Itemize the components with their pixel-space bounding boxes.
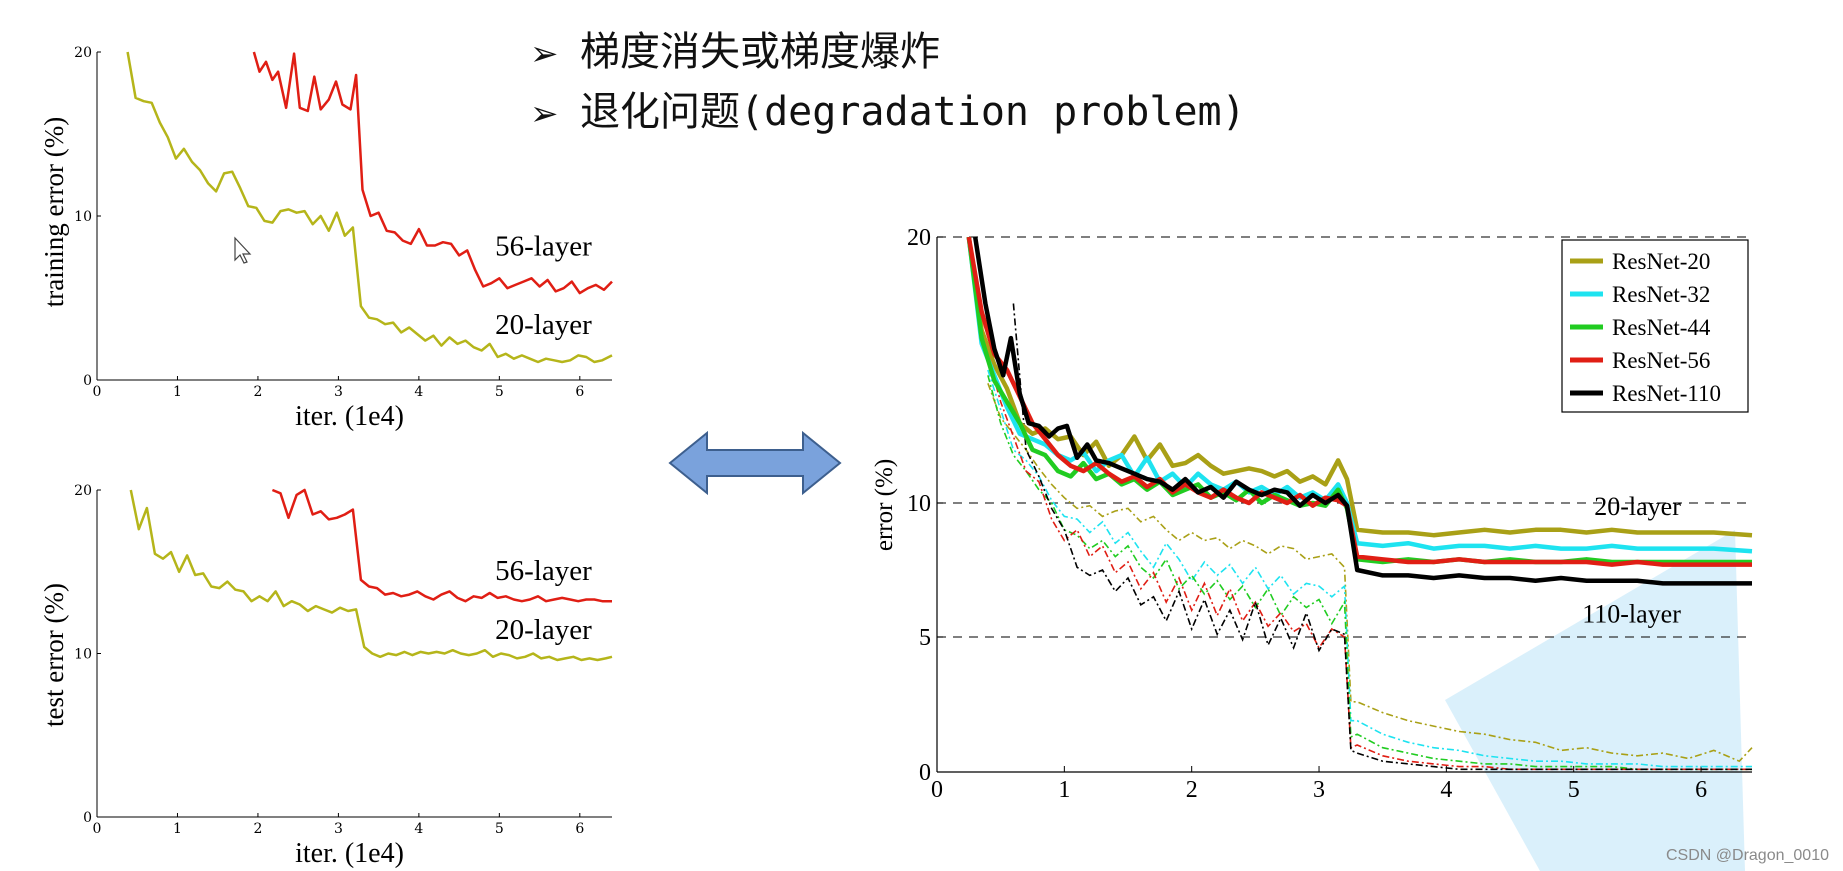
legend-label: ResNet-20	[1612, 249, 1710, 274]
chart-test: 0 1 2 3 4 5 6 0 10 20 iter. (1e4) test error (%) 56-…	[39, 483, 613, 869]
y-axis-label: error (%)	[871, 459, 898, 551]
y-tick-label: 5	[919, 625, 931, 651]
x-axis-label: iter. (1e4)	[295, 838, 404, 869]
x-tick-label: 5	[495, 384, 504, 400]
background-highlight-shape	[1445, 530, 1745, 871]
x-tick-label: 4	[414, 384, 423, 400]
y-tick-label: 10	[74, 647, 92, 663]
legend-label: ResNet-110	[1612, 381, 1721, 406]
x-tick-label: 2	[253, 821, 262, 837]
legend-label: ResNet-44	[1612, 315, 1711, 340]
x-tick-label: 3	[334, 384, 343, 400]
legend-label: ResNet-56	[1612, 348, 1710, 373]
x-tick-label: 0	[93, 821, 102, 837]
series-line	[966, 236, 1753, 554]
series-line-20-layer	[129, 489, 613, 662]
y-tick-label: 20	[907, 225, 931, 251]
x-tick-label: 5	[495, 821, 504, 837]
series-label: 20-layer	[495, 309, 592, 341]
x-axis-label: iter. (1e4)	[295, 401, 404, 432]
x-tick-label: 6	[1695, 777, 1707, 803]
series-line	[966, 236, 1753, 538]
chart-resnet: 0 1 2 3 4 5 6 0 5 10 20 error (%) 20-layer 110-layer R…	[871, 225, 1753, 803]
series-label: 20-layer	[495, 614, 592, 646]
x-tick-label: 1	[173, 821, 182, 837]
bullet-arrow-icon: ➢	[530, 94, 559, 134]
train-series-line	[1012, 303, 1752, 771]
series-label: 56-layer	[495, 555, 592, 587]
annotation-label: 20-layer	[1594, 492, 1681, 521]
y-tick-label: 10	[907, 491, 931, 517]
watermark: CSDN @Dragon_0010	[1666, 847, 1829, 864]
x-tick-label: 4	[414, 821, 423, 837]
x-tick-label: 5	[1568, 777, 1580, 803]
mouse-cursor-icon	[234, 236, 252, 264]
y-tick-label: 0	[83, 810, 92, 826]
series-label: 56-layer	[495, 230, 592, 262]
bullet-arrow-icon: ➢	[530, 34, 559, 74]
bullet-vanishing-gradient: ➢ 梯度消失或梯度爆炸	[530, 22, 1246, 82]
double-arrow-icon	[668, 430, 842, 496]
bullet-list: ➢ 梯度消失或梯度爆炸 ➢ 退化问题(degradation problem)	[530, 22, 1246, 142]
y-tick-label: 20	[74, 483, 92, 499]
x-tick-label: 0	[931, 777, 943, 803]
y-tick-label: 10	[74, 209, 92, 225]
x-tick-label: 2	[253, 384, 262, 400]
bullet-text: 梯度消失或梯度爆炸	[580, 29, 940, 75]
train-series-line	[987, 369, 1752, 768]
series-line-56-layer	[271, 488, 612, 603]
x-tick-label: 1	[1058, 777, 1070, 803]
series-line	[966, 236, 1752, 567]
x-tick-label: 6	[575, 384, 584, 400]
legend: ResNet-20 ResNet-32 ResNet-44 ResNet-56 ResN…	[1561, 239, 1749, 413]
train-series-line	[987, 375, 1752, 771]
x-tick-label: 3	[1313, 777, 1325, 803]
y-tick-label: 0	[83, 373, 92, 389]
y-tick-label: 0	[919, 760, 931, 786]
x-tick-label: 2	[1186, 777, 1198, 803]
x-tick-label: 1	[173, 384, 182, 400]
x-tick-label: 0	[93, 384, 102, 400]
y-axis-label: test error (%)	[39, 583, 69, 727]
series-line-20-layer	[126, 51, 613, 364]
x-tick-label: 4	[1440, 777, 1452, 803]
series-line-56-layer	[252, 51, 613, 295]
x-tick-label: 3	[334, 821, 343, 837]
y-tick-label: 20	[74, 45, 92, 61]
y-axis-label: training error (%)	[39, 117, 69, 307]
series-line	[972, 236, 1752, 586]
x-tick-label: 6	[575, 821, 584, 837]
bullet-degradation: ➢ 退化问题(degradation problem)	[530, 82, 1246, 142]
chart-train: 0 1 2 3 4 5 6 0 10 20 iter. (1e4) training error (%…	[39, 45, 613, 432]
legend-label: ResNet-32	[1612, 282, 1710, 307]
annotation-label: 110-layer	[1582, 599, 1681, 628]
bullet-text: 退化问题(degradation problem)	[580, 89, 1246, 135]
